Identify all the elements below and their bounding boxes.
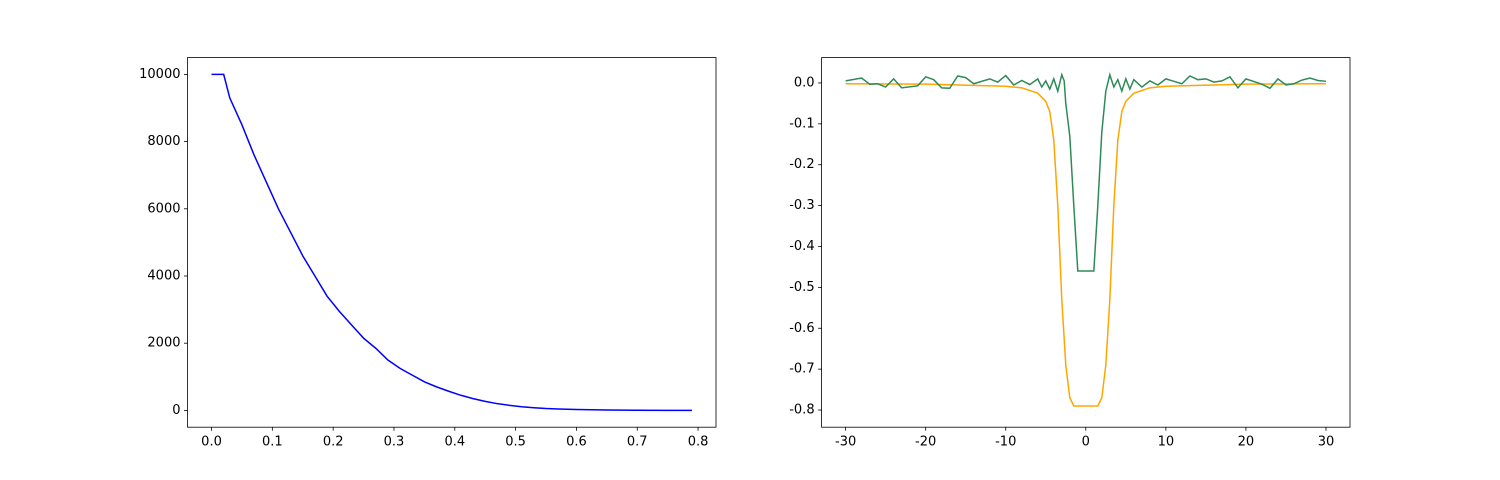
y-tick-label: 0.0 (794, 75, 815, 90)
data-line (211, 73, 692, 412)
y-tick-label: 2000 (147, 336, 180, 351)
x-tick-label: 0.8 (688, 435, 709, 450)
data-line (845, 83, 1326, 407)
x-tick-label: 0.2 (323, 435, 344, 450)
x-tick-label: 30 (1318, 435, 1335, 450)
x-tick-label: -10 (995, 435, 1016, 450)
y-tick-label: -0.5 (789, 280, 814, 295)
x-tick-label: 10 (1158, 435, 1175, 450)
x-tick-label: -20 (915, 435, 936, 450)
x-tick-label: 0.7 (627, 435, 648, 450)
y-tick-label: -0.7 (789, 362, 814, 377)
axes-frame (187, 57, 717, 428)
x-tick-label: 0.1 (262, 435, 283, 450)
y-tick-label: 10000 (139, 67, 180, 82)
x-tick-label: 20 (1238, 435, 1255, 450)
y-tick-label: -0.8 (789, 403, 814, 418)
y-tick-label: 4000 (147, 269, 180, 284)
x-tick-label: 0.3 (384, 435, 405, 450)
x-tick-label: 0.5 (505, 435, 526, 450)
y-tick-label: -0.6 (789, 321, 814, 336)
y-tick-label: -0.2 (789, 157, 814, 172)
x-tick-label: -30 (835, 435, 856, 450)
y-tick-label: -0.1 (789, 116, 814, 131)
axes-frame (821, 57, 1351, 428)
x-tick-label: 0 (1082, 435, 1090, 450)
y-tick-label: 8000 (147, 134, 180, 149)
y-tick-label: 0 (172, 403, 180, 418)
x-tick-label: 0.4 (444, 435, 465, 450)
y-tick-label: -0.3 (789, 198, 814, 213)
x-tick-label: 0.0 (201, 435, 222, 450)
y-tick-label: -0.4 (789, 239, 814, 254)
x-tick-label: 0.6 (566, 435, 587, 450)
y-tick-label: 6000 (147, 201, 180, 216)
data-line (845, 72, 1327, 272)
